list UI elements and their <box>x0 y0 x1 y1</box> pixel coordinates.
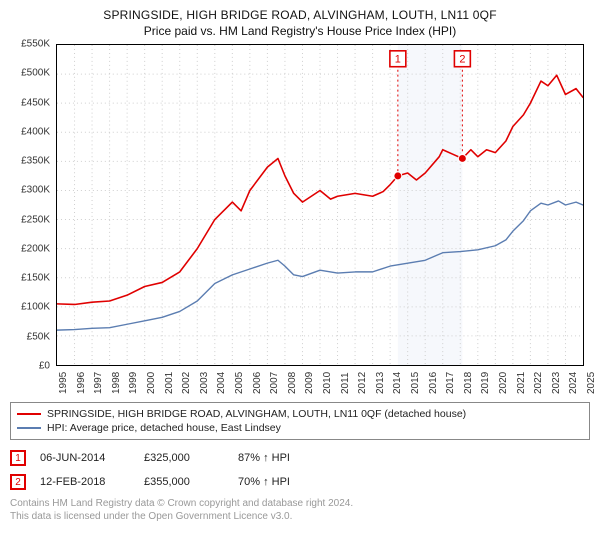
sales-table: 1 06-JUN-2014 £325,000 87% ↑ HPI 2 12-FEB-201… <box>10 448 590 496</box>
x-axis-label: 2019 <box>480 372 491 394</box>
y-axis-label: £300K <box>21 185 50 196</box>
x-axis-label: 2024 <box>568 372 579 394</box>
chart-title-block: SPRINGSIDE, HIGH BRIDGE ROAD, ALVINGHAM,… <box>10 8 590 38</box>
attribution-line: Contains HM Land Registry data © Crown c… <box>10 498 590 511</box>
chart-title-main: SPRINGSIDE, HIGH BRIDGE ROAD, ALVINGHAM,… <box>10 8 590 22</box>
plot-svg: 12 <box>57 45 583 365</box>
x-axis-label: 2003 <box>199 372 210 394</box>
chart-title-sub: Price paid vs. HM Land Registry's House … <box>10 24 590 38</box>
legend-label: SPRINGSIDE, HIGH BRIDGE ROAD, ALVINGHAM,… <box>47 408 466 420</box>
y-axis-label: £150K <box>21 273 50 284</box>
sales-pct: 87% ↑ HPI <box>238 452 338 464</box>
y-axis-label: £450K <box>21 97 50 108</box>
legend-row: SPRINGSIDE, HIGH BRIDGE ROAD, ALVINGHAM,… <box>17 407 583 421</box>
y-axis-label: £400K <box>21 126 50 137</box>
x-axis-label: 2017 <box>445 372 456 394</box>
y-axis-label: £550K <box>21 39 50 50</box>
x-axis-label: 2007 <box>269 372 280 394</box>
y-axis-label: £350K <box>21 156 50 167</box>
sale-marker-callout-number: 1 <box>395 54 401 66</box>
x-axis-label: 2023 <box>551 372 562 394</box>
y-axis-label: £250K <box>21 214 50 225</box>
x-axis-label: 2004 <box>216 372 227 394</box>
y-axis: £0£50K£100K£150K£200K£250K£300K£350K£400… <box>10 44 52 366</box>
legend-swatch <box>17 413 41 415</box>
x-axis-label: 2012 <box>357 372 368 394</box>
x-axis-label: 2014 <box>392 372 403 394</box>
sales-pct: 70% ↑ HPI <box>238 476 338 488</box>
x-axis-label: 2013 <box>375 372 386 394</box>
x-axis-label: 1995 <box>58 372 69 394</box>
x-axis-label: 2009 <box>304 372 315 394</box>
x-axis-label: 2022 <box>533 372 544 394</box>
x-axis-label: 2020 <box>498 372 509 394</box>
y-axis-label: £50K <box>27 331 50 342</box>
x-axis-label: 1998 <box>111 372 122 394</box>
sales-row: 2 12-FEB-2018 £355,000 70% ↑ HPI <box>10 472 590 496</box>
y-axis-label: £200K <box>21 243 50 254</box>
sales-marker-box: 2 <box>10 474 26 490</box>
x-axis-label: 2006 <box>252 372 263 394</box>
x-axis-label: 2016 <box>428 372 439 394</box>
x-axis-label: 2018 <box>463 372 474 394</box>
sale-marker-callout-number: 2 <box>459 54 465 66</box>
x-axis-label: 2002 <box>181 372 192 394</box>
y-axis-label: £100K <box>21 302 50 313</box>
legend-swatch <box>17 427 41 429</box>
x-axis-label: 2001 <box>164 372 175 394</box>
x-axis-label: 2015 <box>410 372 421 394</box>
y-axis-label: £0 <box>39 361 50 372</box>
sales-price: £355,000 <box>144 476 224 488</box>
x-axis-label: 1999 <box>128 372 139 394</box>
x-axis-label: 1996 <box>76 372 87 394</box>
x-axis-label: 2008 <box>287 372 298 394</box>
sales-price: £325,000 <box>144 452 224 464</box>
chart-area: £0 £50K £100K £150K £200K £250K £300K £350K £400… <box>10 44 590 396</box>
x-axis-label: 2021 <box>516 372 527 394</box>
sale-marker-dot <box>394 172 402 180</box>
x-axis-label: 2000 <box>146 372 157 394</box>
legend-box: SPRINGSIDE, HIGH BRIDGE ROAD, ALVINGHAM,… <box>10 402 590 440</box>
x-axis-label: 2011 <box>340 372 351 394</box>
x-axis-label: 2025 <box>586 372 597 394</box>
sales-date: 12-FEB-2018 <box>40 476 130 488</box>
x-axis: 1995 1996 1997 1998 1999 2000 2001 2002 2003 2004… <box>56 368 584 396</box>
attribution-text: Contains HM Land Registry data © Crown c… <box>10 498 590 523</box>
attribution-line: This data is licensed under the Open Gov… <box>10 511 590 524</box>
x-axis-label: 1997 <box>93 372 104 394</box>
legend-row: HPI: Average price, detached house, East… <box>17 421 583 435</box>
x-axis-label: 2005 <box>234 372 245 394</box>
legend-label: HPI: Average price, detached house, East… <box>47 422 281 434</box>
sales-row: 1 06-JUN-2014 £325,000 87% ↑ HPI <box>10 448 590 472</box>
plot-region: 12 <box>56 44 584 366</box>
sales-marker-box: 1 <box>10 450 26 466</box>
sale-marker-dot <box>458 154 466 162</box>
sales-date: 06-JUN-2014 <box>40 452 130 464</box>
y-axis-label: £500K <box>21 68 50 79</box>
x-axis-label: 2010 <box>322 372 333 394</box>
